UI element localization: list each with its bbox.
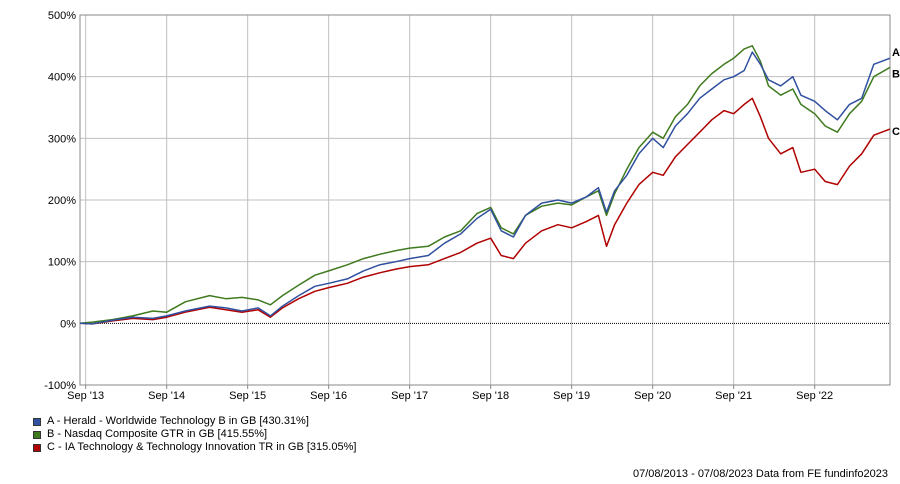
x-tick-label: Sep '17 xyxy=(391,390,428,402)
y-tick-label: 400% xyxy=(48,72,76,84)
legend-swatch-c xyxy=(33,443,41,452)
x-tick-label: Sep '13 xyxy=(67,390,104,402)
data-source-footer: 07/08/2013 - 07/08/2023 Data from FE fun… xyxy=(632,468,888,480)
x-tick-label: Sep '19 xyxy=(553,390,590,402)
legend-swatch-b xyxy=(33,430,41,439)
x-tick-label: Sep '16 xyxy=(310,390,347,402)
legend-item-c: C - IA Technology & Technology Innovatio… xyxy=(33,441,356,454)
legend-label-b: B - Nasdaq Composite GTR in GB [415.55%] xyxy=(47,428,268,440)
plot-border xyxy=(79,14,891,386)
legend-label-a: A - Herald - Worldwide Technology B in G… xyxy=(47,415,309,427)
x-tick-label: Sep '15 xyxy=(229,390,266,402)
chart: Sep '13 Sep '14 Sep '15 Sep '16 Sep '17 Sep '… xyxy=(44,10,900,402)
x-tick-label: Sep '14 xyxy=(148,390,185,402)
y-tick-label: 0% xyxy=(60,318,76,330)
y-tick-label: 200% xyxy=(48,195,76,207)
series-line-b xyxy=(79,45,891,325)
legend-item-a: A - Herald - Worldwide Technology B in G… xyxy=(33,415,356,428)
x-tick-label: Sep '21 xyxy=(715,390,752,402)
series-line-c xyxy=(79,97,891,325)
legend-swatch-a xyxy=(33,417,41,426)
y-tick-label: 100% xyxy=(48,257,76,269)
legend-item-b: B - Nasdaq Composite GTR in GB [415.55%] xyxy=(33,428,356,441)
legend: A - Herald - Worldwide Technology B in G… xyxy=(33,415,356,454)
y-tick-label: 300% xyxy=(48,133,76,145)
x-tick-label: Sep '22 xyxy=(796,390,833,402)
series-line-a xyxy=(79,51,891,325)
series-end-label-b: B xyxy=(892,68,900,80)
legend-label-c: C - IA Technology & Technology Innovatio… xyxy=(47,441,357,453)
y-tick-label: -100% xyxy=(44,380,76,392)
y-tick-label: 500% xyxy=(48,10,76,22)
series-end-label-c: C xyxy=(892,126,900,138)
series-end-label-a: A xyxy=(892,47,900,59)
x-tick-label: Sep '20 xyxy=(634,390,671,402)
x-tick-label: Sep '18 xyxy=(472,390,509,402)
